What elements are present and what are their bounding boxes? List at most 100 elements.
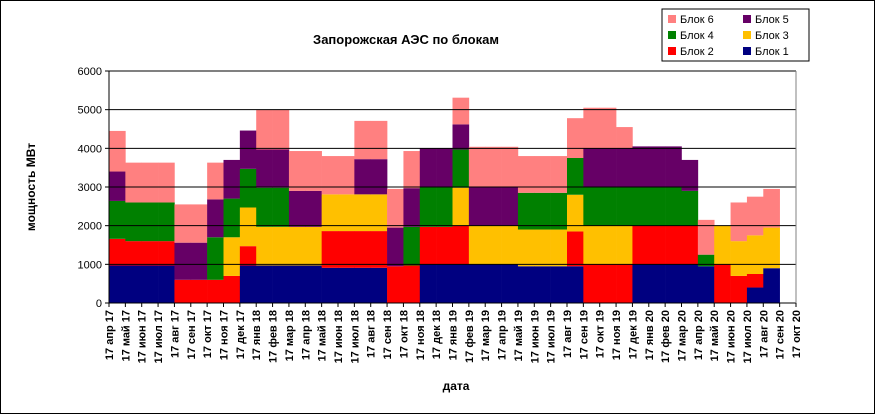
- area-segment-block-4: [141, 202, 159, 242]
- area-segment-block-6: [256, 109, 273, 150]
- area-segment-block-5: [501, 186, 519, 226]
- area-segment-block-6: [501, 146, 519, 187]
- area-segment-block-5: [648, 146, 666, 187]
- area-segment-block-5: [665, 146, 682, 187]
- legend: Блок 6 Блок 5 Блок 4 Блок 3 Блок 2 Блок 1: [661, 8, 810, 62]
- area-segment-block-6: [583, 107, 601, 149]
- area-segment-block-4: [632, 187, 650, 226]
- area-segment-block-6: [338, 156, 355, 195]
- legend-swatch-block-4: [668, 31, 676, 39]
- legend-swatch-block-5: [743, 15, 751, 23]
- area-segment-block-5: [190, 242, 208, 280]
- area-segment-block-6: [763, 188, 780, 228]
- area-segment-block-1: [158, 265, 175, 303]
- x-tick-label: 17 апр 17: [104, 310, 116, 360]
- area-segment-block-5: [616, 148, 633, 187]
- x-tick-label: 17 сен 19: [578, 310, 590, 359]
- area-segment-block-4: [256, 187, 273, 227]
- x-tick-label: 17 май 20: [709, 310, 721, 361]
- area-segment-block-5: [223, 159, 241, 199]
- area-segment-block-6: [125, 162, 143, 203]
- x-tick-label: 17 авг 19: [562, 310, 574, 358]
- area-segment-block-1: [370, 267, 388, 303]
- area-segment-block-3: [485, 225, 502, 265]
- x-tick-label: 17 сен 17: [186, 310, 198, 359]
- x-tick-label: 17 июл 18: [349, 310, 361, 363]
- area-segment-block-4: [109, 200, 126, 239]
- area-segment-block-1: [305, 265, 322, 303]
- area-segment-block-4: [697, 254, 715, 267]
- area-segment-block-6: [387, 188, 404, 228]
- area-segment-block-4: [567, 158, 584, 195]
- area-segment-block-2: [452, 225, 470, 265]
- x-tick-label: 17 дек 19: [627, 310, 639, 359]
- area-segment-block-2: [125, 241, 143, 266]
- area-segment-block-5: [256, 149, 273, 188]
- area-segment-block-6: [272, 109, 290, 150]
- area-segment-block-3: [534, 229, 551, 267]
- area-segment-block-2: [321, 231, 339, 268]
- area-segment-block-5: [109, 171, 126, 201]
- area-segment-block-5: [403, 188, 421, 227]
- area-segment-block-3: [746, 235, 764, 274]
- area-segment-block-1: [239, 265, 257, 303]
- area-segment-block-2: [746, 274, 764, 288]
- area-segment-block-6: [370, 120, 388, 160]
- area-segment-block-1: [648, 264, 666, 303]
- area-segment-block-1: [534, 266, 551, 303]
- area-segment-block-2: [174, 279, 192, 303]
- y-axis-label: мощность МВт: [24, 143, 38, 231]
- x-axis-label: дата: [443, 379, 470, 393]
- area-segment-block-4: [158, 202, 175, 242]
- area-segment-block-1: [763, 268, 780, 303]
- area-segment-block-3: [256, 226, 273, 266]
- x-tick-label: 17 сен 20: [775, 310, 787, 359]
- x-tick-label: 17 окт 20: [791, 310, 803, 358]
- area-segment-block-3: [599, 225, 617, 265]
- area-segment-block-1: [517, 266, 535, 303]
- legend-label-block-3: Блок 3: [755, 30, 789, 42]
- gridlines: [109, 70, 796, 265]
- x-tick-label: 17 авг 17: [169, 310, 181, 358]
- area-segment-block-5: [239, 130, 257, 169]
- area-segment-block-6: [174, 204, 192, 243]
- area-segment-block-6: [599, 107, 617, 149]
- legend-swatch-block-1: [743, 47, 751, 55]
- area-segment-block-6: [746, 196, 764, 236]
- y-tick-label: 2000: [78, 221, 102, 233]
- area-segment-block-4: [452, 149, 470, 188]
- y-tick-label: 5000: [78, 105, 102, 117]
- x-tick-label: 17 ноя 17: [219, 310, 231, 360]
- area-segment-block-2: [387, 266, 404, 303]
- area-segment-block-2: [632, 225, 650, 265]
- area-segment-block-3: [714, 225, 731, 265]
- area-segment-block-3: [501, 225, 519, 265]
- area-segment-block-3: [730, 241, 748, 276]
- x-tick-label: 17 май 18: [317, 310, 329, 361]
- x-tick-label: 17 авг 18: [366, 310, 378, 358]
- area-segment-block-6: [321, 156, 339, 195]
- area-segment-block-5: [207, 199, 224, 238]
- axes: 0 1000 2000 3000 4000 5000 6000 17 апр 17 17 май…: [78, 66, 803, 363]
- x-tick-label: 17 дек 17: [235, 310, 247, 359]
- area-segment-block-2: [419, 226, 437, 265]
- area-segment-block-1: [468, 264, 486, 303]
- x-tick-label: 17 ноя 19: [611, 310, 623, 360]
- area-segment-block-6: [550, 156, 568, 193]
- area-segment-block-1: [272, 265, 290, 303]
- area-segment-block-3: [583, 225, 601, 265]
- legend-label-block-1: Блок 1: [755, 46, 789, 58]
- area-segment-block-5: [583, 148, 601, 187]
- x-tick-label: 17 июл 19: [546, 310, 558, 363]
- area-segment-block-3: [567, 194, 584, 232]
- x-tick-label: 17 июн 19: [529, 310, 541, 363]
- x-tick-label: 17 июн 17: [137, 310, 149, 363]
- x-tick-label: 17 янв 18: [251, 310, 263, 360]
- x-tick-label: 17 дек 18: [431, 310, 443, 359]
- x-tick-label: 17 июл 17: [153, 310, 165, 363]
- area-segment-block-6: [190, 204, 208, 243]
- y-tick-label: 4000: [78, 143, 102, 155]
- area-segment-block-4: [517, 192, 535, 230]
- area-segment-block-6: [517, 156, 535, 193]
